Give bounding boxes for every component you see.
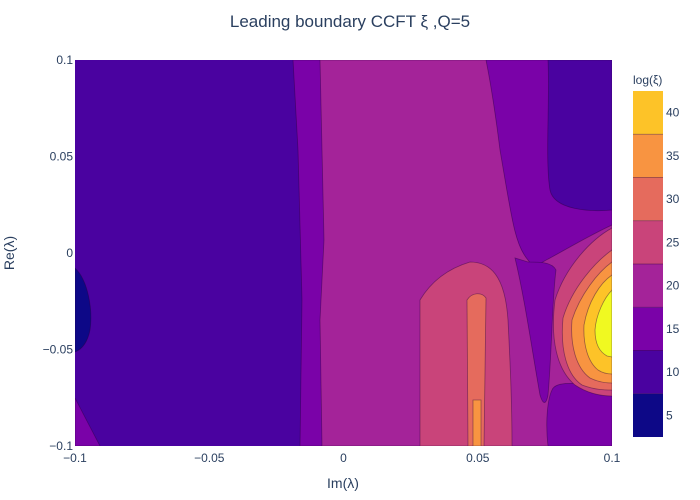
x-tick-label: 0 <box>340 451 347 465</box>
colorbar-tick-label: 25 <box>666 235 680 249</box>
colorbar-swatch <box>633 264 663 308</box>
colorbar: 5 10 15 20 25 30 35 40 <box>633 91 680 437</box>
colorbar-tick-label: 20 <box>666 279 680 293</box>
colorbar-tick-label: 35 <box>666 149 680 163</box>
colorbar-tick-label: 5 <box>666 408 673 422</box>
colorbar-tick-label: 30 <box>666 192 680 206</box>
colorbar-title: log(ξ) <box>633 73 662 87</box>
x-axis: −0.1 −0.05 0 0.05 0.1 <box>63 451 621 465</box>
x-axis-title: Im(λ) <box>327 475 359 491</box>
y-tick-label: 0.1 <box>56 53 73 67</box>
contour-band-35-center <box>472 399 482 446</box>
x-tick-label: −0.05 <box>194 451 225 465</box>
contour-band-45-right <box>594 289 612 358</box>
contour-band-5-left <box>75 267 92 353</box>
colorbar-swatch <box>633 307 663 351</box>
y-tick-label: 0 <box>66 246 73 260</box>
plot-area <box>75 60 612 446</box>
colorbar-swatch <box>633 134 663 178</box>
x-tick-label: 0.1 <box>604 451 621 465</box>
colorbar-swatch <box>633 91 663 135</box>
y-axis: −0.1 −0.05 0 0.05 0.1 <box>43 53 74 453</box>
y-tick-label: 0.05 <box>50 150 74 164</box>
colorbar-tick-label: 40 <box>666 106 680 120</box>
x-tick-label: 0.05 <box>466 451 490 465</box>
contour-band-30-center <box>466 293 487 446</box>
colorbar-swatch <box>633 220 663 264</box>
colorbar-swatch <box>633 350 663 394</box>
colorbar-tick-label: 10 <box>666 365 680 379</box>
contour-band-15-inner <box>514 257 557 403</box>
colorbar-swatch <box>633 177 663 221</box>
colorbar-tick-label: 15 <box>666 322 680 336</box>
contour-band-15-corner <box>75 397 101 446</box>
y-tick-label: −0.1 <box>49 439 73 453</box>
x-tick-label: −0.1 <box>63 451 87 465</box>
chart-title: Leading boundary CCFT ξ ,Q=5 <box>229 12 471 31</box>
y-tick-label: −0.05 <box>43 343 74 357</box>
contour-band-25-center <box>419 261 513 446</box>
contour-band-10-upper-right <box>547 60 612 211</box>
y-axis-title: Re(λ) <box>1 236 17 270</box>
colorbar-swatch <box>633 393 663 437</box>
